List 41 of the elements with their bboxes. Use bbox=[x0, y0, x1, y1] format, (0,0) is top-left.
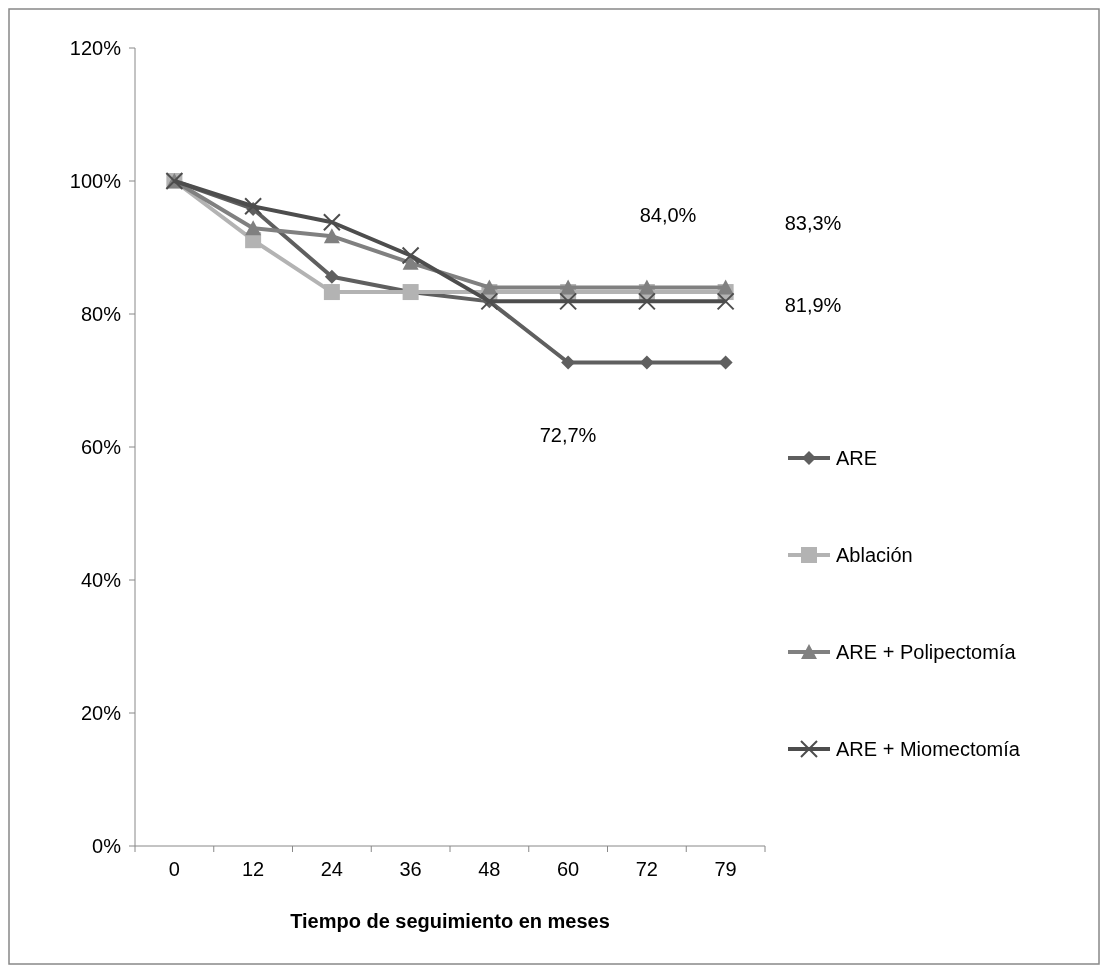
y-tick-label: 0% bbox=[92, 835, 122, 857]
y-tick-label: 40% bbox=[80, 569, 122, 591]
annotation: 72,7% bbox=[539, 424, 597, 446]
y-tick-label: 120% bbox=[69, 37, 122, 59]
x-axis-title: Tiempo de seguimiento en meses bbox=[290, 910, 610, 932]
point bbox=[401, 246, 420, 265]
x-tick-label: 72 bbox=[635, 858, 658, 880]
y-tick-label: 80% bbox=[80, 303, 122, 325]
y-tick-label: 20% bbox=[80, 702, 122, 724]
y-tick-label: 100% bbox=[69, 170, 122, 192]
text: 83,3% bbox=[784, 212, 842, 234]
point bbox=[245, 220, 262, 236]
point bbox=[323, 284, 340, 301]
point bbox=[716, 292, 735, 311]
x-tick-label: 24 bbox=[320, 858, 343, 880]
annotation: 84,0% bbox=[639, 204, 697, 226]
y-tick-label: 60% bbox=[80, 436, 122, 458]
legend-label: Ablación bbox=[836, 544, 913, 566]
point bbox=[323, 228, 340, 244]
point bbox=[481, 279, 498, 295]
x-tick-label: 36 bbox=[399, 858, 422, 880]
point bbox=[559, 292, 578, 311]
x-tick-label: 79 bbox=[714, 858, 737, 880]
point bbox=[561, 355, 576, 370]
point bbox=[560, 279, 577, 295]
point bbox=[244, 197, 263, 216]
text: 81,9% bbox=[784, 294, 842, 316]
x-tick-label: 60 bbox=[557, 858, 580, 880]
x-tick-label: 12 bbox=[242, 858, 265, 880]
point bbox=[637, 292, 656, 311]
point bbox=[717, 279, 734, 295]
point bbox=[322, 213, 341, 232]
point bbox=[324, 269, 339, 284]
legend-label: ARE + Miomectomía bbox=[836, 738, 1021, 760]
legend-label: ARE bbox=[836, 447, 878, 469]
legend-label: ARE + Polipectomía bbox=[836, 641, 1017, 663]
point bbox=[639, 355, 654, 370]
point bbox=[638, 279, 655, 295]
point bbox=[718, 355, 733, 370]
x-tick-label: 48 bbox=[478, 858, 501, 880]
x-tick-label: 0 bbox=[168, 858, 180, 880]
